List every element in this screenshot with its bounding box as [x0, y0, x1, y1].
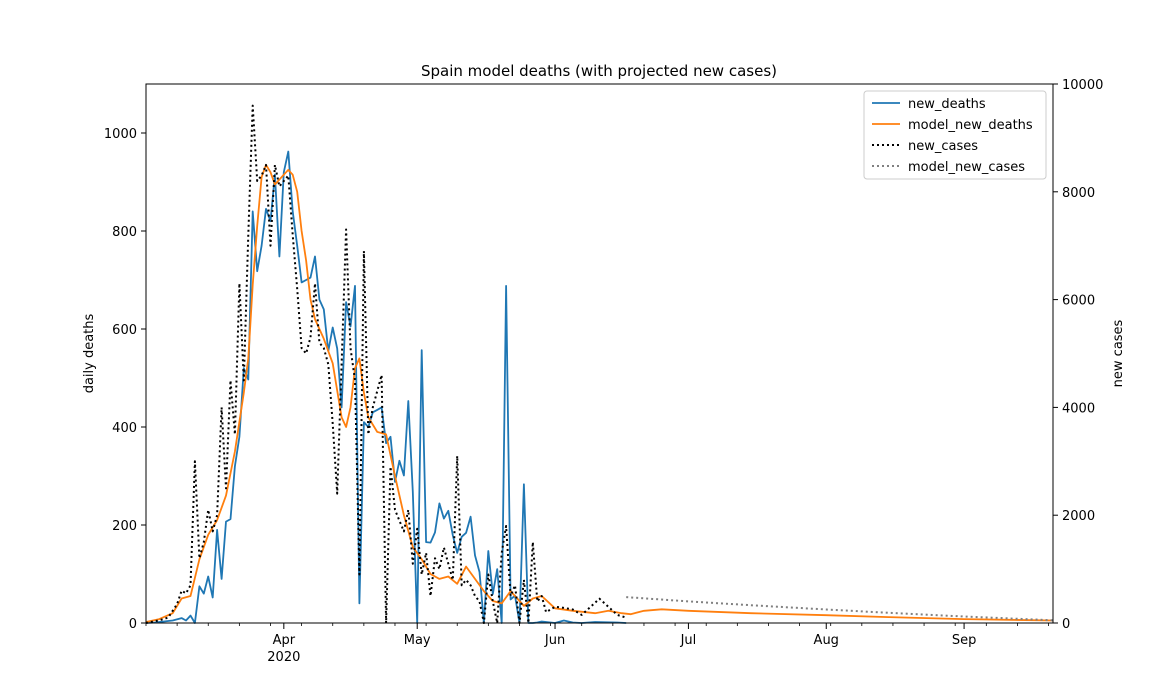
y2-tick-label: 6000 — [1062, 294, 1095, 309]
plot-frame — [145, 83, 1054, 624]
x-tick-label: Jul — [680, 633, 697, 648]
x-tick-label: Apr — [273, 633, 296, 648]
y2-tick-label: 8000 — [1062, 186, 1095, 201]
legend-label: model_new_deaths — [908, 118, 1033, 133]
y-tick-label: 0 — [129, 617, 137, 632]
legend-label: new_cases — [908, 139, 978, 154]
y-tick-label: 200 — [112, 519, 137, 534]
legend-label: model_new_cases — [908, 160, 1025, 175]
x-tick-label: Aug — [814, 633, 839, 648]
chart-title: Spain model deaths (with projected new c… — [421, 62, 777, 80]
x-tick-sublabel: 2020 — [267, 650, 300, 665]
series-line-new-deaths — [145, 150, 627, 624]
y-tick-label: 600 — [112, 323, 137, 338]
y-axis-label: daily deaths — [82, 313, 97, 393]
y2-tick-label: 10000 — [1062, 78, 1103, 93]
axes-layer: 020040060080010000200040006000800010000A… — [104, 78, 1103, 665]
legend-label: new_deaths — [908, 97, 986, 112]
legend-box — [863, 90, 1047, 180]
y2-tick-label: 0 — [1062, 617, 1070, 632]
series-line-new-cases — [145, 104, 627, 624]
y2-axis-label: new cases — [1111, 319, 1126, 387]
series-line-model-new-cases — [626, 596, 1054, 622]
series-line-model-new-deaths — [145, 163, 1054, 623]
series-layer — [145, 104, 1054, 624]
y2-tick-label: 2000 — [1062, 509, 1095, 524]
y-tick-label: 400 — [112, 421, 137, 436]
x-tick-label: Jun — [544, 633, 565, 648]
legend: new_deaths model_new_deaths new_casesmodel… — [863, 90, 1047, 180]
y-tick-label: 800 — [112, 225, 137, 240]
x-tick-label: May — [404, 633, 431, 648]
y-tick-label: 1000 — [104, 127, 137, 142]
y2-tick-label: 4000 — [1062, 401, 1095, 416]
x-tick-label: Sep — [952, 633, 977, 648]
